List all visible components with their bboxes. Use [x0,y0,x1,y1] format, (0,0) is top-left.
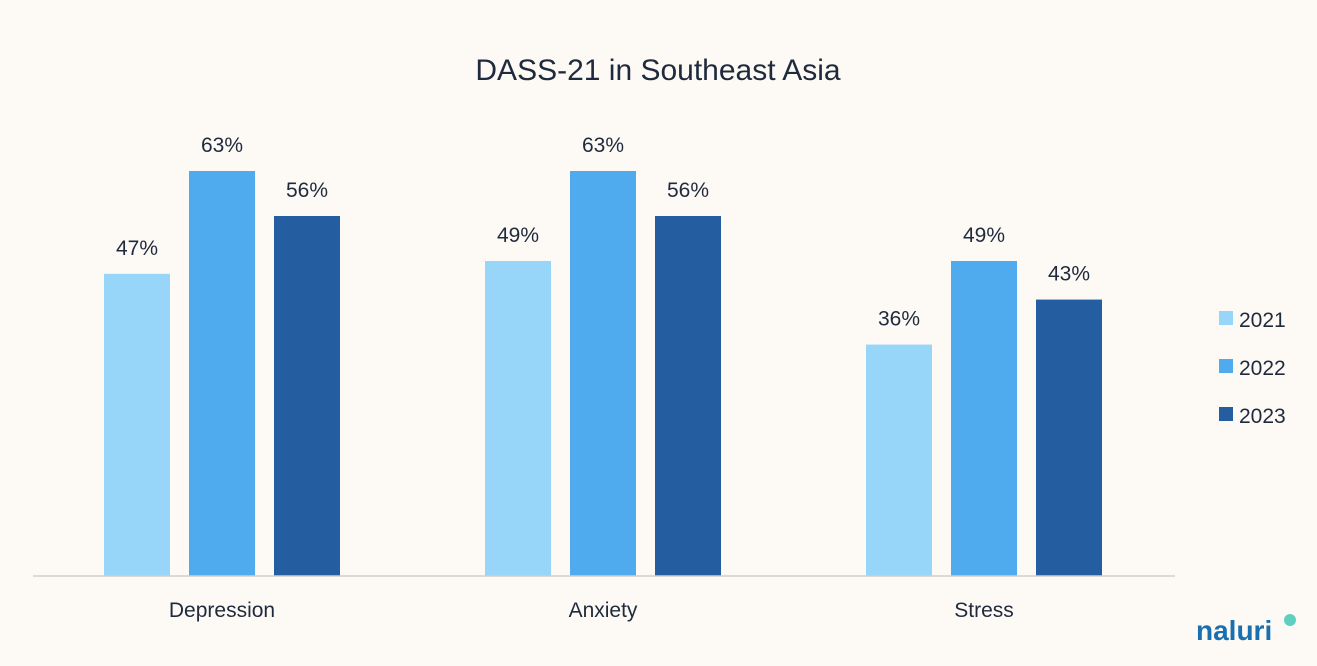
value-label-stress-2022: 49% [963,224,1005,247]
value-label-stress-2023: 43% [1048,263,1090,286]
legend-label-2022: 2022 [1239,357,1286,380]
legend-label-2021: 2021 [1239,309,1286,332]
bar-stress-2022 [951,261,1017,576]
bar-anxiety-2023 [655,216,721,576]
category-labels: Depression Anxiety Stress [169,599,1014,622]
value-label-anxiety-2021: 49% [497,224,539,247]
logo-wordmark: naluri [1196,615,1272,646]
bar-stress-2021 [866,344,932,576]
bar-stress-2023 [1036,299,1102,576]
bar-group [104,171,1102,576]
value-labels: 47% 63% 56% 49% 63% 56% 36% 49% 43% [116,134,1090,331]
bar-depression-2021 [104,273,170,576]
category-label-depression: Depression [169,599,275,622]
bar-anxiety-2021 [485,261,551,576]
value-label-depression-2023: 56% [286,179,328,202]
category-label-anxiety: Anxiety [569,599,638,622]
category-label-stress: Stress [954,599,1014,622]
legend-swatch-2023 [1219,407,1233,421]
value-label-stress-2021: 36% [878,308,920,331]
bar-depression-2023 [274,216,340,576]
chart-title: DASS-21 in Southeast Asia [475,54,841,87]
value-label-anxiety-2022: 63% [582,134,624,157]
legend: 2021 2022 2023 [1219,309,1286,428]
value-label-depression-2022: 63% [201,134,243,157]
legend-label-2023: 2023 [1239,405,1286,428]
value-label-anxiety-2023: 56% [667,179,709,202]
legend-swatch-2022 [1219,359,1233,373]
logo-accent-icon [1284,614,1296,626]
bar-depression-2022 [189,171,255,576]
bar-anxiety-2022 [570,171,636,576]
naluri-logo: naluri [1196,614,1296,646]
legend-swatch-2021 [1219,311,1233,325]
value-label-depression-2021: 47% [116,237,158,260]
